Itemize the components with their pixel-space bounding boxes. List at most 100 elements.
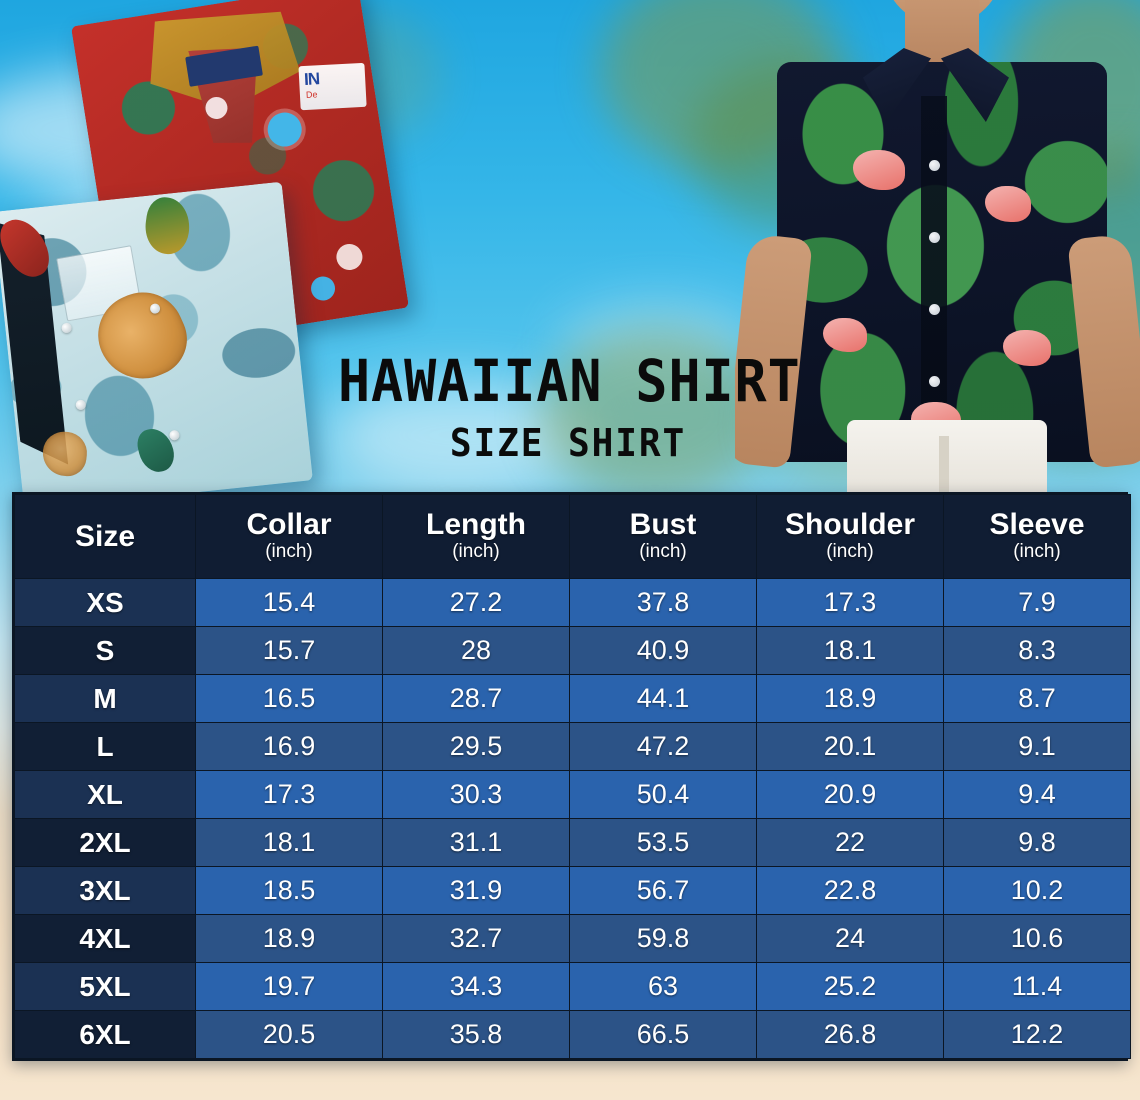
- column-header-collar-label: Collar: [246, 507, 332, 541]
- cell-shoulder: 24: [756, 914, 944, 963]
- cell-bust: 44.1: [569, 674, 757, 723]
- table-body: XS 15.4 27.2 37.8 17.3 7.9 S 15.7 28 40.9 18.1 8.3 M…: [14, 578, 1131, 1059]
- column-header-collar: Collar (inch): [195, 494, 383, 579]
- cell-sleeve: 12.2: [943, 1010, 1131, 1059]
- column-header-sleeve-unit: (inch): [1013, 541, 1061, 563]
- table-row: L 16.9 29.5 47.2 20.1 9.1: [14, 722, 1131, 771]
- shirt-button: [929, 232, 940, 243]
- blue-hawaiian-shirt: [0, 181, 313, 511]
- size-label-cell: 4XL: [14, 914, 196, 963]
- cell-length: 30.3: [382, 770, 570, 819]
- cell-sleeve: 7.9: [943, 578, 1131, 627]
- size-label-cell: XL: [14, 770, 196, 819]
- cell-bust: 59.8: [569, 914, 757, 963]
- column-header-bust: Bust (inch): [569, 494, 757, 579]
- flamingo-motif: [853, 150, 905, 190]
- flamingo-motif: [1003, 330, 1051, 366]
- size-label-cell: 2XL: [14, 818, 196, 867]
- poster-title-block: HAWAIIAN SHIRT SIZE SHIRT: [318, 352, 818, 462]
- cell-collar: 15.4: [195, 578, 383, 627]
- cell-collar: 18.9: [195, 914, 383, 963]
- header-row: Size Collar (inch) Length (inch) Bust (i…: [14, 494, 1131, 579]
- cell-bust: 56.7: [569, 866, 757, 915]
- cell-shoulder: 18.9: [756, 674, 944, 723]
- table-row: S 15.7 28 40.9 18.1 8.3: [14, 626, 1131, 675]
- size-label-cell: XS: [14, 578, 196, 627]
- cell-shoulder: 20.1: [756, 722, 944, 771]
- cell-bust: 63: [569, 962, 757, 1011]
- table-row: XS 15.4 27.2 37.8 17.3 7.9: [14, 578, 1131, 627]
- column-header-length-label: Length: [426, 507, 526, 541]
- cell-sleeve: 8.7: [943, 674, 1131, 723]
- cell-length: 31.1: [382, 818, 570, 867]
- cell-collar: 17.3: [195, 770, 383, 819]
- cell-shoulder: 18.1: [756, 626, 944, 675]
- hibiscus-flower: [265, 110, 305, 149]
- column-header-sleeve: Sleeve (inch): [943, 494, 1131, 579]
- cell-sleeve: 11.4: [943, 962, 1131, 1011]
- cell-collar: 19.7: [195, 962, 383, 1011]
- shirt-placket: [921, 96, 947, 426]
- cell-bust: 53.5: [569, 818, 757, 867]
- cell-length: 27.2: [382, 578, 570, 627]
- table-row: XL 17.3 30.3 50.4 20.9 9.4: [14, 770, 1131, 819]
- hibiscus-flower: [309, 274, 337, 303]
- cell-bust: 37.8: [569, 578, 757, 627]
- column-header-shoulder-unit: (inch): [826, 541, 874, 563]
- shirt-button: [75, 399, 87, 411]
- size-chart-table-wrap: Size Collar (inch) Length (inch) Bust (i…: [12, 492, 1131, 1061]
- column-header-length-unit: (inch): [452, 541, 500, 563]
- table-row: 5XL 19.7 34.3 63 25.2 11.4: [14, 962, 1131, 1011]
- shirt-button: [168, 429, 180, 441]
- cell-sleeve: 9.8: [943, 818, 1131, 867]
- shirt-button: [929, 376, 940, 387]
- palm-foliage-blur: [540, 330, 770, 500]
- cell-collar: 16.5: [195, 674, 383, 723]
- cell-shoulder: 17.3: [756, 578, 944, 627]
- size-chart-table: Size Collar (inch) Length (inch) Bust (i…: [14, 494, 1131, 1059]
- size-label-cell: 6XL: [14, 1010, 196, 1059]
- cell-collar: 20.5: [195, 1010, 383, 1059]
- page-subtitle: SIZE SHIRT: [449, 421, 687, 465]
- cell-sleeve: 9.1: [943, 722, 1131, 771]
- column-header-sleeve-label: Sleeve: [989, 507, 1085, 541]
- cell-sleeve: 10.6: [943, 914, 1131, 963]
- cell-bust: 47.2: [569, 722, 757, 771]
- cell-length: 32.7: [382, 914, 570, 963]
- cell-length: 28.7: [382, 674, 570, 723]
- parrot-motif: [141, 195, 194, 257]
- size-label-cell: 3XL: [14, 866, 196, 915]
- cell-length: 28: [382, 626, 570, 675]
- column-header-bust-unit: (inch): [639, 541, 687, 563]
- hang-tag: IN De: [298, 62, 367, 111]
- cell-collar: 15.7: [195, 626, 383, 675]
- cell-length: 29.5: [382, 722, 570, 771]
- column-header-bust-label: Bust: [629, 507, 697, 541]
- cell-sleeve: 10.2: [943, 866, 1131, 915]
- table-row: 6XL 20.5 35.8 66.5 26.8 12.2: [14, 1010, 1131, 1059]
- column-header-shoulder: Shoulder (inch): [756, 494, 944, 579]
- cell-length: 31.9: [382, 866, 570, 915]
- table-row: 4XL 18.9 32.7 59.8 24 10.6: [14, 914, 1131, 963]
- cell-bust: 66.5: [569, 1010, 757, 1059]
- shirt-button: [61, 322, 73, 334]
- cell-shoulder: 26.8: [756, 1010, 944, 1059]
- column-header-size: Size: [14, 494, 196, 579]
- table-row: 3XL 18.5 31.9 56.7 22.8 10.2: [14, 866, 1131, 915]
- column-header-size-label: Size: [74, 519, 136, 553]
- cell-shoulder: 20.9: [756, 770, 944, 819]
- size-label-cell: S: [14, 626, 196, 675]
- table-row: 2XL 18.1 31.1 53.5 22 9.8: [14, 818, 1131, 867]
- cell-length: 34.3: [382, 962, 570, 1011]
- shorts-seam: [939, 436, 949, 500]
- hibiscus-flower: [334, 242, 365, 272]
- shirt-button: [929, 304, 940, 315]
- cell-shoulder: 22.8: [756, 866, 944, 915]
- flamingo-motif: [985, 186, 1031, 222]
- cell-bust: 50.4: [569, 770, 757, 819]
- cell-collar: 18.1: [195, 818, 383, 867]
- table-header: Size Collar (inch) Length (inch) Bust (i…: [14, 494, 1131, 579]
- column-header-shoulder-label: Shoulder: [784, 507, 915, 541]
- flamingo-motif: [823, 318, 867, 352]
- size-label-cell: L: [14, 722, 196, 771]
